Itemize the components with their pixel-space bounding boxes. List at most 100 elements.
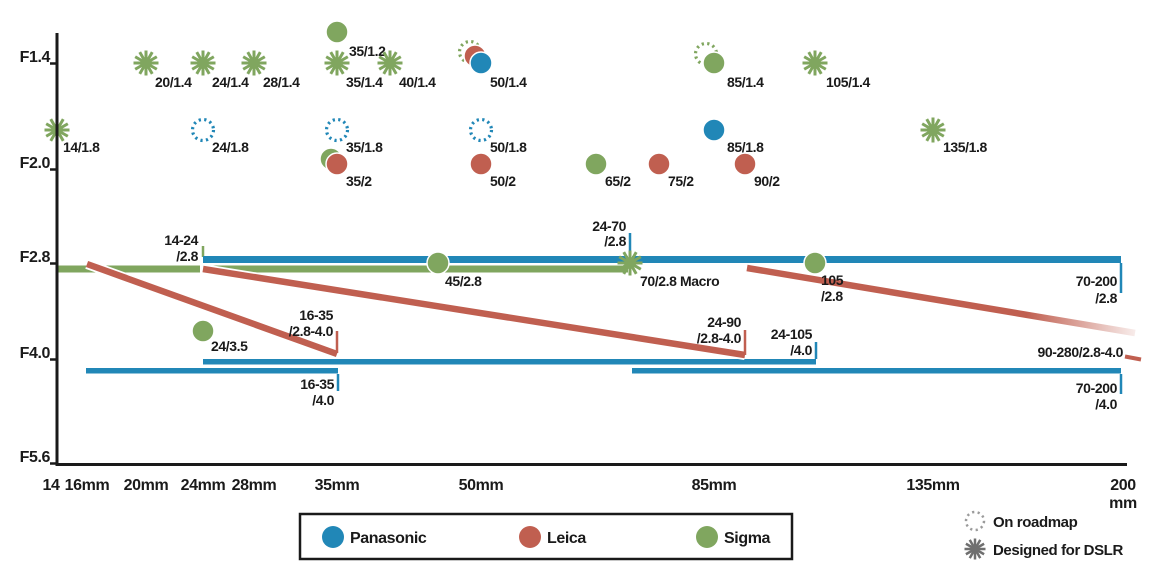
prime-85-1.4: 85/1.4 — [693, 41, 765, 90]
zoom-bar-70-200-2.8-panasonic: 70-200/2.8 — [632, 256, 1123, 306]
dslr-asterisk-marker — [377, 50, 403, 76]
dslr-asterisk-marker — [241, 50, 267, 76]
dslr-asterisk-marker — [190, 50, 216, 76]
x-tick-label-200: 200 — [1110, 477, 1136, 494]
lens-dot-marker — [191, 319, 215, 343]
legend-swatch-sigma-icon — [696, 526, 718, 548]
legend-swatch-panasonic-icon — [322, 526, 344, 548]
zoom-bar-24-105-4.0-panasonic: 24-105/4.0 — [203, 326, 818, 365]
prime-35-1.2: 35/1.2 — [325, 20, 387, 59]
zoom-range-bar — [632, 256, 1121, 263]
prime-label: 20/1.4 — [155, 74, 192, 90]
dslr-asterisk-marker — [920, 117, 946, 143]
prime-75-2: 75/2 — [647, 152, 695, 189]
clipped-line-stub — [1124, 354, 1142, 362]
variable-zoom-24-90-2.8-4.0: 24-90/2.8-4.0 — [202, 264, 747, 360]
prime-label: 40/1.4 — [399, 74, 436, 90]
prime-label: 45/2.8 — [445, 273, 482, 289]
variable-aperture-line — [202, 265, 746, 359]
x-tick-label-16mm: 16mm — [65, 477, 110, 494]
prime-24-1.4: 24/1.4 — [190, 50, 250, 90]
prime-45-2.8: 45/2.8 — [426, 251, 483, 289]
zoom-bar-label: 14-24/2.8 — [164, 232, 198, 264]
prime-28-1.4: 28/1.4 — [241, 50, 301, 90]
prime-105-1.4: 105/1.4 — [802, 50, 871, 90]
zoom-range-bar — [57, 265, 200, 273]
prime-label: 90/2 — [754, 173, 780, 189]
y-tick-label-f1.4: F1.4 — [20, 49, 51, 66]
lens-dot-marker — [325, 152, 349, 176]
zoom-range-bar — [203, 359, 816, 365]
x-tick-label-35mm: 35mm — [315, 477, 360, 494]
zoom-range-bar — [206, 265, 628, 273]
prime-label: 50/2 — [490, 173, 516, 189]
roadmap-dashed-circle-marker — [324, 117, 350, 143]
x-tick-label-28mm: 28mm — [232, 477, 277, 494]
lens-dot-marker — [426, 251, 450, 275]
x-tick-label-20mm: 20mm — [124, 477, 169, 494]
prime-label: 75/2 — [668, 173, 694, 189]
prime-label: 50/1.4 — [490, 74, 527, 90]
lens-dot-marker — [733, 152, 757, 176]
zoom-bar-label: 70-200/2.8 — [1076, 273, 1118, 306]
lens-dot-marker — [647, 152, 671, 176]
lens-dot-marker — [803, 251, 827, 275]
legend-item-leica: Leica — [519, 526, 587, 548]
variable-zoom-90-280-2.8-4.0: 90-280/2.8-4.0 — [746, 263, 1142, 362]
prime-label: 50/1.8 — [490, 139, 527, 155]
x-tick-label-85mm: 85mm — [692, 477, 737, 494]
prime-35-1.4: 35/1.4 — [324, 50, 384, 90]
zoom-range-bar — [86, 368, 338, 374]
y-tick-label-f2.8: F2.8 — [20, 249, 51, 266]
flag-item-designed-for-dslr: Designed for DSLR — [964, 538, 1124, 560]
zoom-range-bar — [632, 368, 1121, 374]
dslr-asterisk-marker — [133, 50, 159, 76]
dslr-asterisk-marker — [964, 538, 986, 560]
variable-zoom-16-35-2.8-4.0: 16-35/2.8-4.0 — [85, 259, 339, 359]
zoom-bar-24-70-2.8-sigma — [206, 265, 628, 273]
flag-item-on-roadmap: On roadmap — [964, 510, 1078, 532]
marker-type-legend: On roadmap Designed for DSLR — [964, 510, 1124, 560]
prime-label: 24/1.4 — [212, 74, 249, 90]
dslr-asterisk-marker — [324, 50, 350, 76]
prime-label: 28/1.4 — [263, 74, 300, 90]
prime-20-1.4: 20/1.4 — [133, 50, 193, 90]
y-tick-label-f4.0: F4.0 — [20, 345, 51, 362]
variable-aperture-line — [746, 264, 1136, 337]
y-tick-label-f2.0: F2.0 — [20, 155, 51, 172]
prime-label: 24/1.8 — [212, 139, 249, 155]
lens-dot-marker — [325, 20, 349, 44]
variable-aperture-line — [85, 260, 339, 358]
prime-label: 35/2 — [346, 173, 372, 189]
prime-105: 105/2.8 — [803, 251, 844, 304]
x-tick-label-14: 14 — [43, 477, 60, 494]
lens-dot-marker — [702, 118, 726, 142]
prime-35-1.8: 35/1.8 — [324, 117, 384, 155]
roadmap-dashed-circle-marker — [964, 510, 986, 532]
prime-label: 70/2.8 Macro — [640, 273, 719, 289]
prime-85-1.8: 85/1.8 — [702, 118, 765, 155]
prime-label: 65/2 — [605, 173, 631, 189]
prime-135-1.8: 135/1.8 — [920, 117, 988, 155]
prime-50-1.4: 50/1.4 — [457, 39, 528, 90]
prime-label: 35/1.8 — [346, 139, 383, 155]
prime-50-2: 50/2 — [469, 152, 517, 189]
prime-label: 105/1.4 — [826, 74, 871, 90]
prime-90-2: 90/2 — [733, 152, 781, 189]
lens-dot-marker — [584, 152, 608, 176]
zoom-bar-label: 16-35/4.0 — [300, 376, 334, 408]
prime-14-1.8: 14/1.8 — [44, 117, 101, 155]
prime-label: 85/1.4 — [727, 74, 764, 90]
brand-legend: Panasonic Leica Sigma — [298, 512, 794, 561]
dslr-asterisk-marker — [617, 250, 643, 276]
prime-label: 135/1.8 — [943, 139, 988, 155]
prime-label: 24/3.5 — [211, 338, 248, 354]
legend-label: Panasonic — [350, 530, 427, 547]
lens-dot-marker — [469, 51, 493, 75]
zoom-bar-label: 24-105/4.0 — [771, 326, 813, 358]
dslr-asterisk-marker — [802, 50, 828, 76]
legend-label: Leica — [547, 530, 586, 547]
lens-dot-marker — [469, 152, 493, 176]
zoom-bar-70-200-4.0-panasonic: 70-200/4.0 — [632, 368, 1123, 412]
prime-40-1.4: 40/1.4 — [377, 50, 437, 90]
